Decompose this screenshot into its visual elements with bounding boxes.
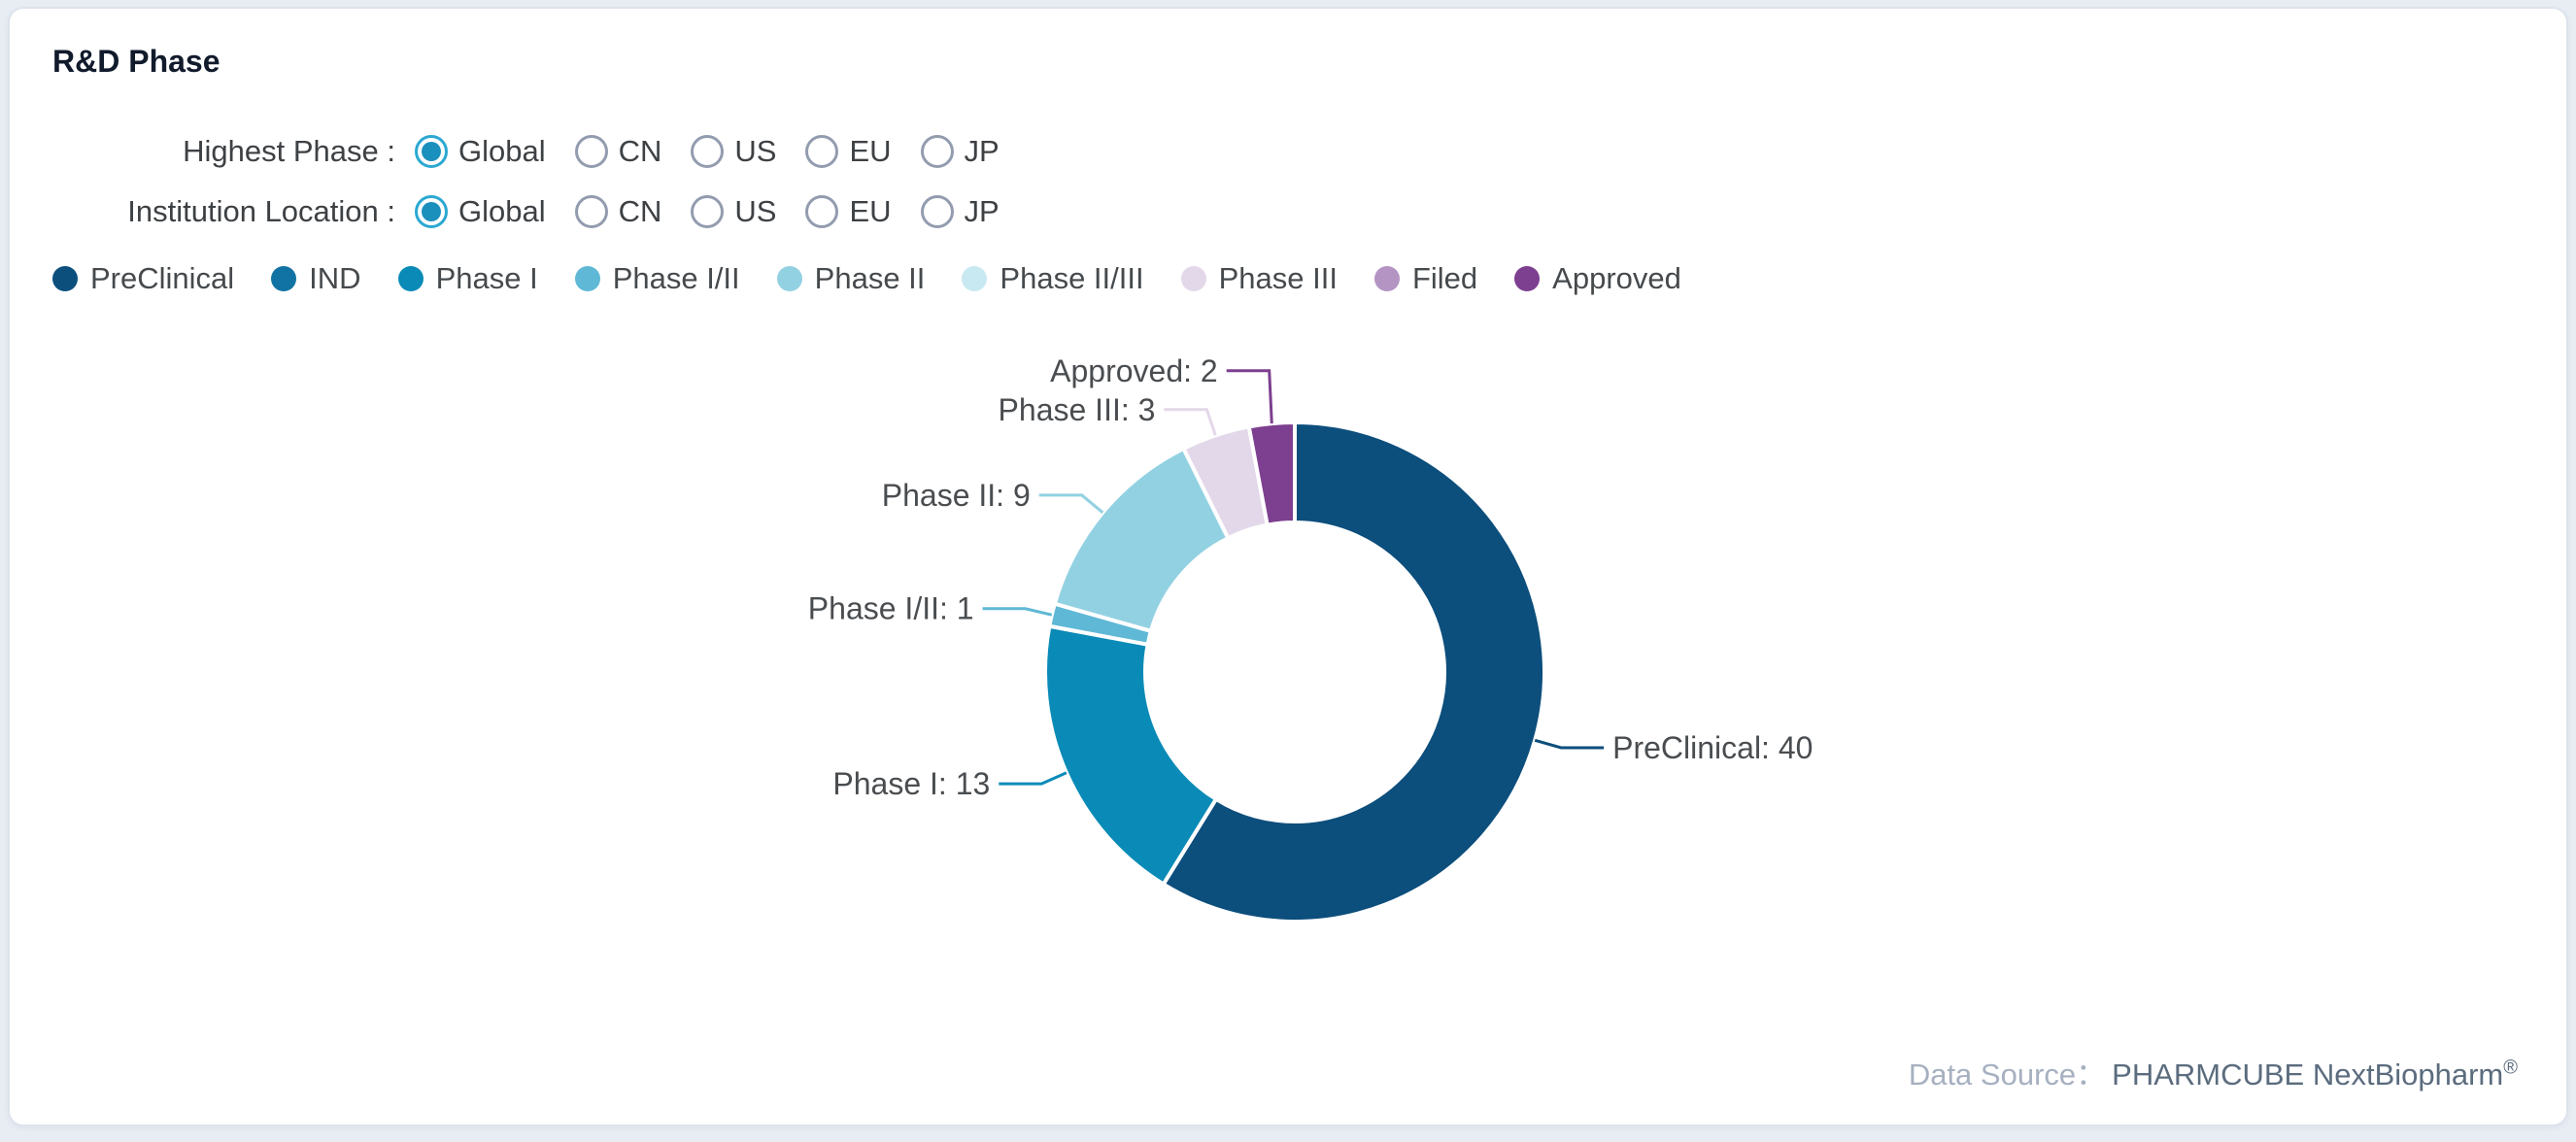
data-source: Data Source：PHARMCUBE NextBiopharm® [1909, 1050, 2518, 1093]
registered-mark-icon: ® [2503, 1058, 2518, 1079]
slice-label-phase-ii: Phase II: 9 [882, 478, 1031, 513]
label-line-phase-iii [1164, 410, 1215, 436]
slice-label-phase-i: Phase I: 13 [832, 766, 990, 801]
slice-label-phase-i-ii: Phase I/II: 1 [808, 591, 974, 626]
label-line-approved [1227, 371, 1272, 423]
donut-chart: PreClinical: 40 Phase I: 13 Phase I/II: 1 P… [10, 9, 2576, 1142]
label-line-phase-ii [1039, 495, 1103, 513]
label-line-phase-i-ii [983, 609, 1052, 615]
slice-label-approved: Approved: 2 [1050, 353, 1218, 388]
slice-label-preclinical: PreClinical: 40 [1612, 730, 1813, 765]
label-line-phase-i [999, 773, 1067, 784]
label-line-preclinical [1535, 740, 1604, 748]
data-source-value: PHARMCUBE NextBiopharm [2112, 1058, 2503, 1092]
slice-label-phase-iii: Phase III: 3 [999, 392, 1156, 427]
rd-phase-card: R&D Phase Highest Phase : Global CN US E… [8, 7, 2568, 1126]
data-source-label: Data Source： [1909, 1058, 2106, 1092]
